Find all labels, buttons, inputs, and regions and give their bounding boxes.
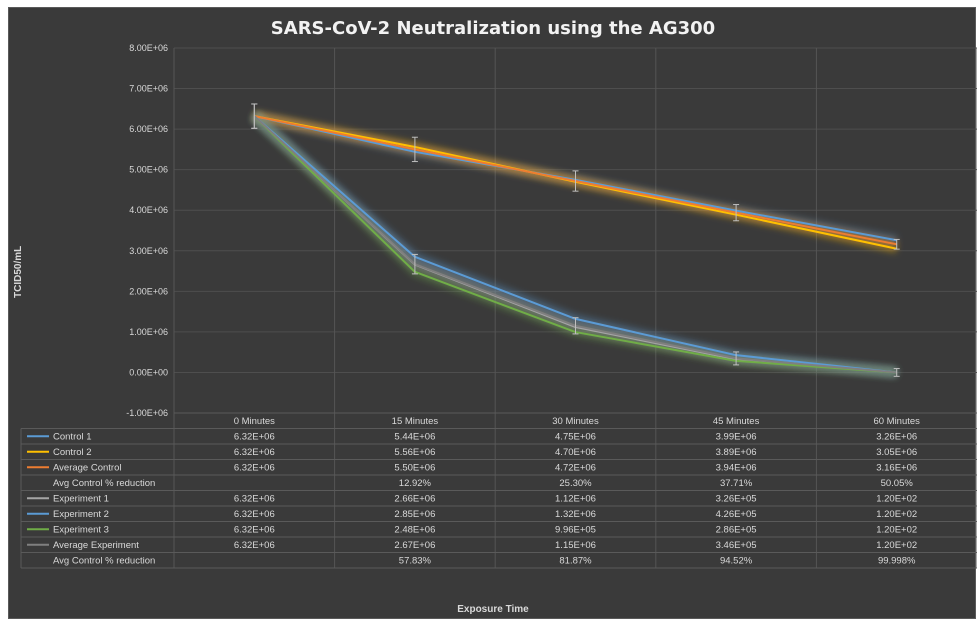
table-cell: 2.66E+06 bbox=[394, 494, 435, 505]
table-cell: 6.32E+06 bbox=[234, 525, 275, 536]
y-tick-label: 6.00E+06 bbox=[129, 124, 168, 134]
table-cell: 3.89E+06 bbox=[716, 447, 757, 458]
table-cell: 94.52% bbox=[720, 556, 753, 567]
table-cell: 1.12E+06 bbox=[555, 494, 596, 505]
x-tick-label: 0 Minutes bbox=[234, 416, 275, 427]
table-cell: 2.67E+06 bbox=[394, 540, 435, 551]
table-cell: 5.44E+06 bbox=[394, 432, 435, 443]
table-row-label: Average Experiment bbox=[53, 540, 139, 551]
table-row-label: Experiment 2 bbox=[53, 509, 109, 520]
table-cell: 3.46E+05 bbox=[716, 540, 757, 551]
table-cell: 1.20E+02 bbox=[876, 509, 917, 520]
table-cell: 37.71% bbox=[720, 478, 753, 489]
table-cell: 2.48E+06 bbox=[394, 525, 435, 536]
table-cell: 1.32E+06 bbox=[555, 509, 596, 520]
y-tick-label: -1.00E+06 bbox=[126, 408, 168, 418]
table-cell: 6.32E+06 bbox=[234, 540, 275, 551]
table-cell: 4.26E+05 bbox=[716, 509, 757, 520]
y-tick-label: 1.00E+06 bbox=[129, 327, 168, 337]
x-tick-label: 45 Minutes bbox=[713, 416, 760, 427]
y-tick-label: 0.00E+00 bbox=[129, 367, 168, 377]
y-tick-label: 4.00E+06 bbox=[129, 205, 168, 215]
table-row-label: Control 1 bbox=[53, 432, 92, 443]
table-row-label: Control 2 bbox=[53, 447, 92, 458]
x-tick-label: 30 Minutes bbox=[552, 416, 599, 427]
table-row-label: Avg Control % reduction bbox=[53, 556, 155, 567]
table-cell: 2.85E+06 bbox=[394, 509, 435, 520]
table-cell: 3.94E+06 bbox=[716, 463, 757, 474]
table-cell: 6.32E+06 bbox=[234, 447, 275, 458]
table-cell: 6.32E+06 bbox=[234, 432, 275, 443]
y-tick-label: 5.00E+06 bbox=[129, 165, 168, 175]
table-cell: 4.75E+06 bbox=[555, 432, 596, 443]
table-cell: 1.20E+02 bbox=[876, 540, 917, 551]
table-cell: 4.72E+06 bbox=[555, 463, 596, 474]
table-row-label: Average Control bbox=[53, 463, 121, 474]
chart-title: SARS-CoV-2 Neutralization using the AG30… bbox=[270, 18, 716, 39]
table-cell: 1.15E+06 bbox=[555, 540, 596, 551]
table-cell: 99.998% bbox=[878, 556, 916, 567]
y-tick-label: 2.00E+06 bbox=[129, 286, 168, 296]
x-tick-label: 60 Minutes bbox=[873, 416, 920, 427]
y-tick-label: 7.00E+06 bbox=[129, 84, 168, 94]
table-row-label: Experiment 3 bbox=[53, 525, 109, 536]
table-cell: 50.05% bbox=[881, 478, 914, 489]
chart-plot: -1.00E+06 0.00E+00 1.00E+06 2.00E+06 3.00E+0… bbox=[20, 43, 977, 569]
x-axis-label: Exposure Time bbox=[457, 604, 529, 615]
table-cell: 3.26E+05 bbox=[716, 494, 757, 505]
table-cell: 25.30% bbox=[559, 478, 592, 489]
table-cell: 1.20E+02 bbox=[876, 525, 917, 536]
table-cell: 3.16E+06 bbox=[876, 463, 917, 474]
table-cell: 9.96E+05 bbox=[555, 525, 596, 536]
table-row-label: Experiment 1 bbox=[53, 494, 109, 505]
table-cell: 81.87% bbox=[559, 556, 592, 567]
table-row-label: Avg Control % reduction bbox=[53, 478, 155, 489]
y-tick-label: 8.00E+06 bbox=[129, 43, 168, 53]
table-cell: 5.50E+06 bbox=[394, 463, 435, 474]
table-cell: 2.86E+05 bbox=[716, 525, 757, 536]
table-cell: 57.83% bbox=[399, 556, 432, 567]
table-cell: 1.20E+02 bbox=[876, 494, 917, 505]
table-cell: 6.32E+06 bbox=[234, 463, 275, 474]
chart-frame: SARS-CoV-2 Neutralization using the AG30… bbox=[8, 7, 977, 619]
table-cell: 4.70E+06 bbox=[555, 447, 596, 458]
y-tick-label: 3.00E+06 bbox=[129, 246, 168, 256]
table-cell: 6.32E+06 bbox=[234, 509, 275, 520]
table-cell: 3.05E+06 bbox=[876, 447, 917, 458]
table-cell: 5.56E+06 bbox=[394, 447, 435, 458]
x-tick-label: 15 Minutes bbox=[392, 416, 439, 427]
table-cell: 3.26E+06 bbox=[876, 432, 917, 443]
table-cell: 3.99E+06 bbox=[716, 432, 757, 443]
table-cell: 6.32E+06 bbox=[234, 494, 275, 505]
table-cell: 12.92% bbox=[399, 478, 432, 489]
